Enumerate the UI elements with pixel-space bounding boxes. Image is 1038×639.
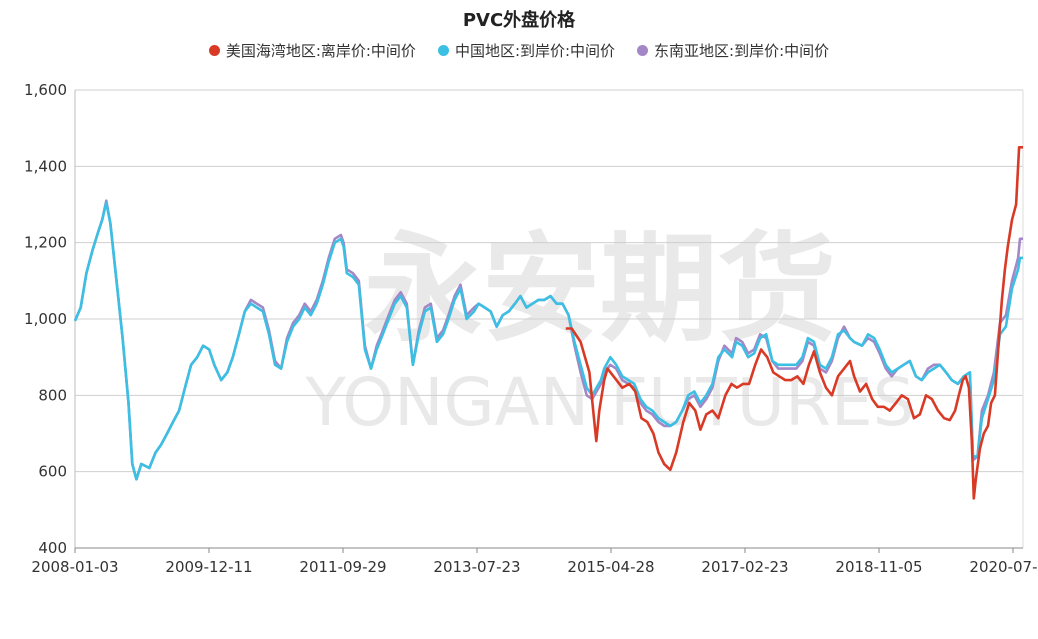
x-tick-label: 2018-11-05 — [835, 558, 922, 576]
x-tick-label: 2008-01-03 — [31, 558, 118, 576]
x-tick-label: 2017-02-23 — [701, 558, 788, 576]
legend-label: 东南亚地区:到岸价:中间价 — [654, 42, 830, 60]
series-lines — [73, 146, 1023, 500]
x-tick-label: 2013-07-23 — [433, 558, 520, 576]
y-tick-label: 1,400 — [24, 157, 67, 175]
series-line — [565, 146, 1023, 500]
legend-item-southeast-asia[interactable]: 东南亚地区:到岸价:中间价 — [637, 40, 829, 61]
series-line — [73, 201, 1023, 481]
watermark-logo: 永安期货 YONGAN FUTURES — [304, 220, 914, 441]
legend-label: 美国海湾地区:离岸价:中间价 — [225, 42, 416, 60]
y-tick-label: 1,600 — [24, 81, 67, 99]
legend-marker-icon — [208, 45, 220, 56]
legend-marker-icon — [437, 45, 449, 56]
y-tick-label: 1,200 — [24, 234, 67, 252]
x-tick-label: 2009-12-11 — [165, 558, 252, 576]
legend-marker-icon — [637, 45, 649, 56]
legend-label: 中国地区:到岸价:中间价 — [454, 42, 616, 60]
x-tick-label: 2020-07-24 — [969, 558, 1038, 576]
legend-item-china[interactable]: 中国地区:到岸价:中间价 — [437, 40, 616, 61]
x-tick-label: 2011-09-29 — [299, 558, 386, 576]
y-axis-ticks: 400 600 800 1,000 1,200 1,400 1,600 — [24, 81, 67, 557]
y-tick-label: 400 — [38, 539, 67, 557]
chart-legend: 美国海湾地区:离岸价:中间价 中国地区:到岸价:中间价 东南亚地区:到岸价:中间… — [0, 40, 1038, 61]
y-tick-label: 800 — [38, 386, 67, 404]
y-tick-label: 1,000 — [24, 310, 67, 328]
x-tick-label: 2015-04-28 — [567, 558, 654, 576]
chart-title: PVC外盘价格 — [462, 10, 576, 31]
y-tick-label: 600 — [38, 463, 67, 481]
gridlines — [75, 89, 1023, 549]
svg-text:YONGAN FUTURES: YONGAN FUTURES — [304, 364, 914, 441]
legend-item-us-gulf[interactable]: 美国海湾地区:离岸价:中间价 — [208, 40, 416, 61]
x-axis-ticks: 2008-01-03 2009-12-11 2011-09-29 2013-07-23… — [31, 548, 1038, 576]
